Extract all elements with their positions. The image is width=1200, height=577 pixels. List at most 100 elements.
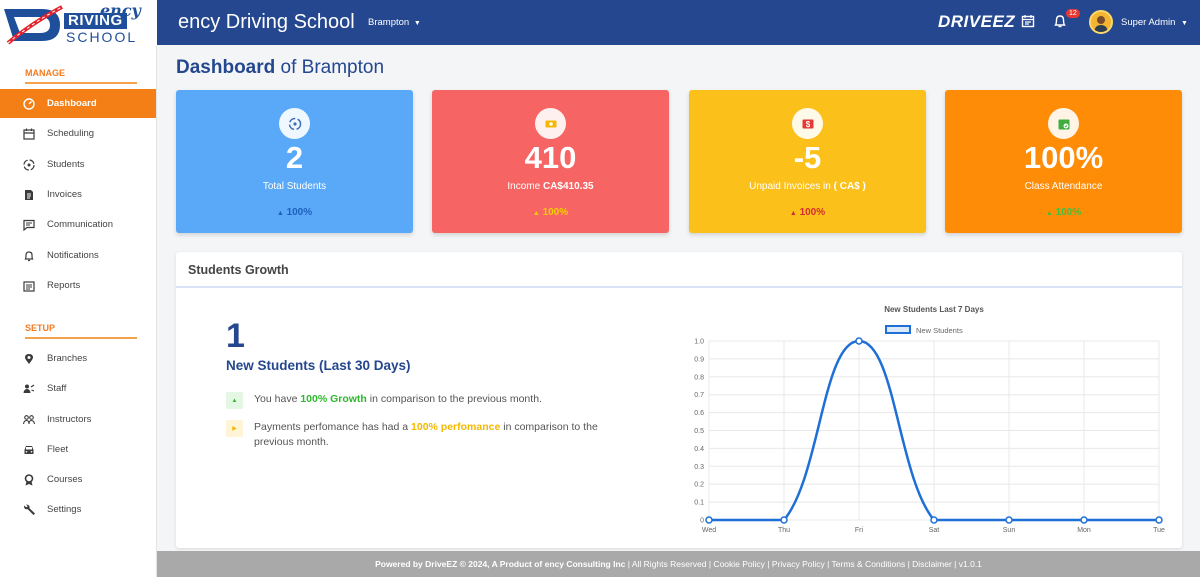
- avatar[interactable]: [1089, 10, 1113, 34]
- sidebar-item-label: Fleet: [47, 444, 69, 455]
- sidebar-item-label: Instructors: [47, 414, 92, 425]
- data-point: [855, 337, 863, 345]
- sidebar-item-staff[interactable]: Staff: [0, 374, 156, 403]
- sidebar-item-instructors[interactable]: Instructors: [0, 405, 156, 434]
- sidebar-item-label: Courses: [47, 474, 83, 485]
- sidebar-item-label: Dashboard: [47, 98, 97, 109]
- stat-percent-value: 100%: [286, 207, 313, 218]
- payment-stat-text: Payments perfomance has had a 100% perfo…: [254, 420, 634, 450]
- stat-card-unpaid-invoices[interactable]: $ -5 Unpaid Invoices in ( CA$ ) ▲ 100%: [689, 90, 926, 233]
- brand-logo[interactable]: DRIVEEZ: [938, 12, 1016, 31]
- data-point: [930, 516, 938, 524]
- stat-label: Total Students: [176, 181, 413, 192]
- y-tick-label: 0.3: [694, 464, 704, 471]
- page-title: Dashboard of Brampton: [176, 57, 384, 79]
- stat-card-class-attendance[interactable]: 100% Class Attendance ▲ 100%: [945, 90, 1182, 233]
- car-icon: [22, 443, 36, 457]
- data-point: [780, 516, 788, 524]
- user-menu[interactable]: Super Admin ▼: [1121, 17, 1188, 28]
- instructors-icon: [22, 413, 36, 427]
- sidebar-item-label: Scheduling: [47, 128, 95, 139]
- x-tick-label: Mon: [1077, 527, 1091, 534]
- stat-pre: Payments perfomance has had a: [254, 421, 412, 433]
- stat-pre: You have: [254, 393, 301, 405]
- stat-highlight: 100% Growth: [300, 393, 367, 405]
- y-tick-label: 0.7: [694, 392, 704, 399]
- sidebar-item-label: Students: [47, 159, 85, 170]
- wrench-icon: [22, 503, 36, 517]
- calendar-icon[interactable]: [1021, 14, 1035, 33]
- stat-label-bold: ( CA$ ): [833, 181, 866, 192]
- stat-percent: ▲ 100%: [689, 207, 926, 218]
- page-title-rest: of Brampton: [275, 57, 385, 78]
- sidebar-item-label: Invoices: [47, 189, 82, 200]
- chart-title: New Students Last 7 Days: [884, 305, 984, 314]
- chat-icon: [22, 218, 36, 232]
- new-students-chart: New Students Last 7 Days New Students 0 0.1…: [694, 305, 1165, 534]
- stat-post: in comparison to the previous month.: [254, 421, 598, 448]
- y-tick-label: 0.5: [694, 428, 704, 435]
- stat-value: 410: [524, 140, 577, 175]
- up-arrow-icon: ▲: [226, 392, 243, 409]
- sidebar-item-branches[interactable]: Branches: [0, 344, 156, 373]
- report-icon: [22, 279, 36, 293]
- logo-mark-icon: [4, 5, 63, 45]
- stat-card-income[interactable]: 410 Income CA$410.35 ▲ 100%: [432, 90, 669, 233]
- steering-icon: [22, 158, 36, 172]
- stat-percent: ▲ 100%: [945, 207, 1182, 218]
- logo[interactable]: ency RIVING SCHOOL: [0, 0, 157, 46]
- new-students-subtitle: New Students (Last 30 Days): [226, 358, 411, 373]
- branch-selector[interactable]: Brampton ▼: [368, 17, 421, 28]
- top-header: ency Driving School Brampton ▼ DRIVEEZ 1…: [157, 0, 1200, 45]
- stat-percent: ▲ 100%: [176, 207, 413, 218]
- sidebar-item-label: Notifications: [47, 250, 99, 261]
- logo-text-bottom: SCHOOL: [66, 29, 138, 45]
- data-point: [1155, 516, 1163, 524]
- up-arrow-icon: ▲: [1045, 210, 1053, 217]
- x-tick-label: Sat: [929, 527, 940, 534]
- legend-swatch: [885, 325, 911, 334]
- stat-card-total-students[interactable]: 2 Total Students ▲ 100%: [176, 90, 413, 233]
- sidebar: ency RIVING SCHOOL MANAGE Dashboard Sche…: [0, 0, 157, 577]
- notifications-bell-icon[interactable]: [1053, 13, 1067, 34]
- sidebar-item-fleet[interactable]: Fleet: [0, 435, 156, 464]
- footer-bold: Powered by DriveEZ © 2024, A Product of …: [375, 559, 626, 569]
- sidebar-item-dashboard[interactable]: Dashboard: [0, 89, 156, 118]
- x-tick-label: Sun: [1003, 527, 1016, 534]
- sidebar-item-students[interactable]: Students: [0, 150, 156, 179]
- sidebar-item-scheduling[interactable]: Scheduling: [0, 119, 156, 148]
- stat-label-text: Total Students: [262, 181, 327, 192]
- up-arrow-icon: ▲: [276, 210, 284, 217]
- stat-label-text: Unpaid Invoices in: [749, 181, 834, 192]
- new-students-count: 1: [226, 317, 245, 355]
- stat-percent: ▲ 100%: [432, 207, 669, 218]
- stat-value: -5: [793, 140, 822, 175]
- sidebar-item-label: Branches: [47, 353, 88, 364]
- sidebar-item-reports[interactable]: Reports: [0, 271, 156, 300]
- panel-divider: [176, 286, 1182, 288]
- data-point: [1080, 516, 1088, 524]
- sidebar-item-courses[interactable]: Courses: [0, 465, 156, 494]
- svg-text:$: $: [805, 120, 810, 129]
- y-tick-label: 0.8: [694, 374, 704, 381]
- data-point: [705, 516, 713, 524]
- stat-label: Class Attendance: [945, 181, 1182, 192]
- cash-icon: [535, 108, 566, 139]
- location-pin-icon: [22, 352, 36, 366]
- sidebar-item-invoices[interactable]: Invoices: [0, 180, 156, 209]
- data-point: [1005, 516, 1013, 524]
- sidebar-item-settings[interactable]: Settings: [0, 495, 156, 524]
- logo-text-middle: RIVING: [64, 13, 127, 29]
- payment-stat-row: ▶ Payments perfomance has had a 100% per…: [226, 420, 634, 450]
- students-growth-panel: Students Growth: [176, 252, 1182, 548]
- y-tick-label: 1.0: [694, 339, 704, 346]
- sidebar-item-notifications[interactable]: Notifications: [0, 241, 156, 270]
- gauge-icon: [22, 97, 36, 111]
- footer-links: | All Rights Reserved | Cookie Policy | …: [625, 559, 982, 569]
- manage-section-title: MANAGE: [25, 68, 137, 84]
- legend-label: New Students: [916, 326, 963, 335]
- sidebar-item-communication[interactable]: Communication: [0, 210, 156, 239]
- stat-highlight: 100% perfomance: [411, 421, 501, 433]
- growth-stat-text: You have 100% Growth in comparison to th…: [254, 392, 634, 409]
- stat-percent-value: 100%: [799, 207, 826, 218]
